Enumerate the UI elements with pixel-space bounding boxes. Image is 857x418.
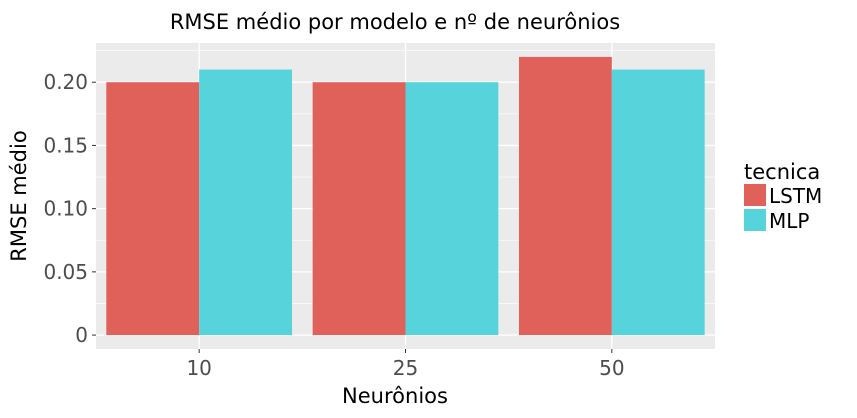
y-axis-title: RMSE médio bbox=[7, 130, 31, 261]
x-tick-label: 10 bbox=[186, 356, 211, 380]
x-tick-label: 25 bbox=[393, 356, 418, 380]
y-tick-label: 0.15 bbox=[43, 133, 88, 157]
axes: 0 0.05 0.10 0.15 0.20 10 25 50 bbox=[43, 70, 624, 380]
chart-title: RMSE médio por modelo e nº de neurônios bbox=[170, 10, 620, 34]
bar-lstm-50 bbox=[518, 56, 612, 336]
bar-lstm-10 bbox=[106, 82, 200, 336]
bar-mlp-50 bbox=[611, 69, 705, 336]
y-tick-label: 0 bbox=[75, 323, 88, 347]
x-tick-label: 50 bbox=[599, 356, 624, 380]
legend-label-lstm: LSTM bbox=[769, 184, 822, 208]
x-axis-title: Neurônios bbox=[342, 384, 448, 408]
bars bbox=[106, 56, 705, 336]
legend-label-mlp: MLP bbox=[769, 209, 809, 233]
legend-swatch-lstm bbox=[744, 184, 766, 206]
y-tick-label: 0.05 bbox=[43, 260, 88, 284]
legend-title: tecnica bbox=[744, 160, 820, 184]
y-tick-label: 0.20 bbox=[43, 70, 88, 94]
bar-mlp-25 bbox=[405, 82, 499, 336]
bar-mlp-10 bbox=[199, 69, 293, 336]
bar-lstm-25 bbox=[312, 82, 406, 336]
y-tick-label: 0.10 bbox=[43, 197, 88, 221]
legend-swatch-mlp bbox=[744, 209, 766, 231]
